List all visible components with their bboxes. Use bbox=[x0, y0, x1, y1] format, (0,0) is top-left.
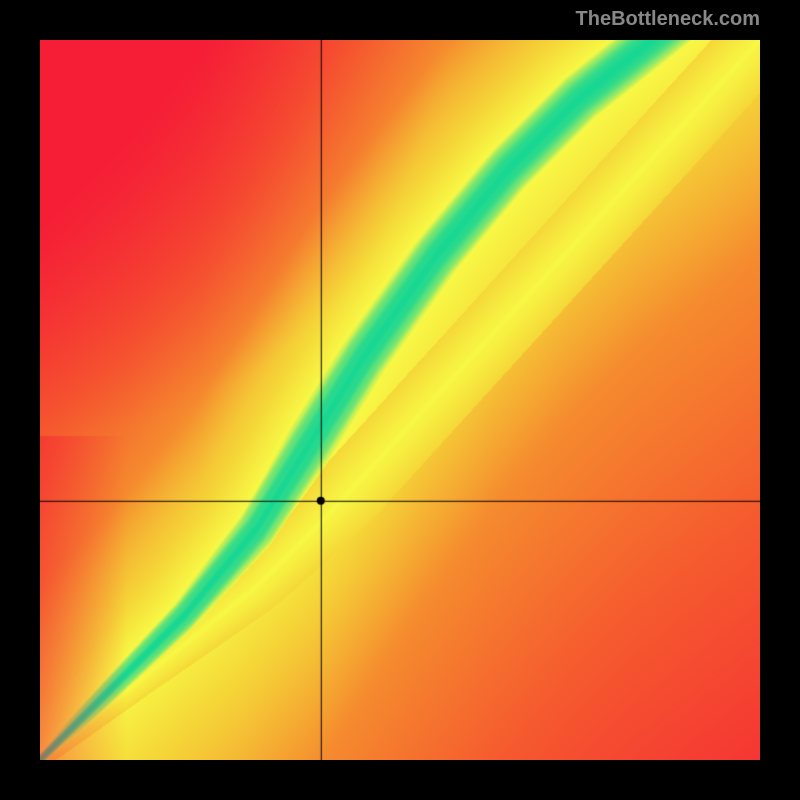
heatmap-chart bbox=[40, 40, 760, 760]
watermark-text: TheBottleneck.com bbox=[576, 8, 760, 31]
